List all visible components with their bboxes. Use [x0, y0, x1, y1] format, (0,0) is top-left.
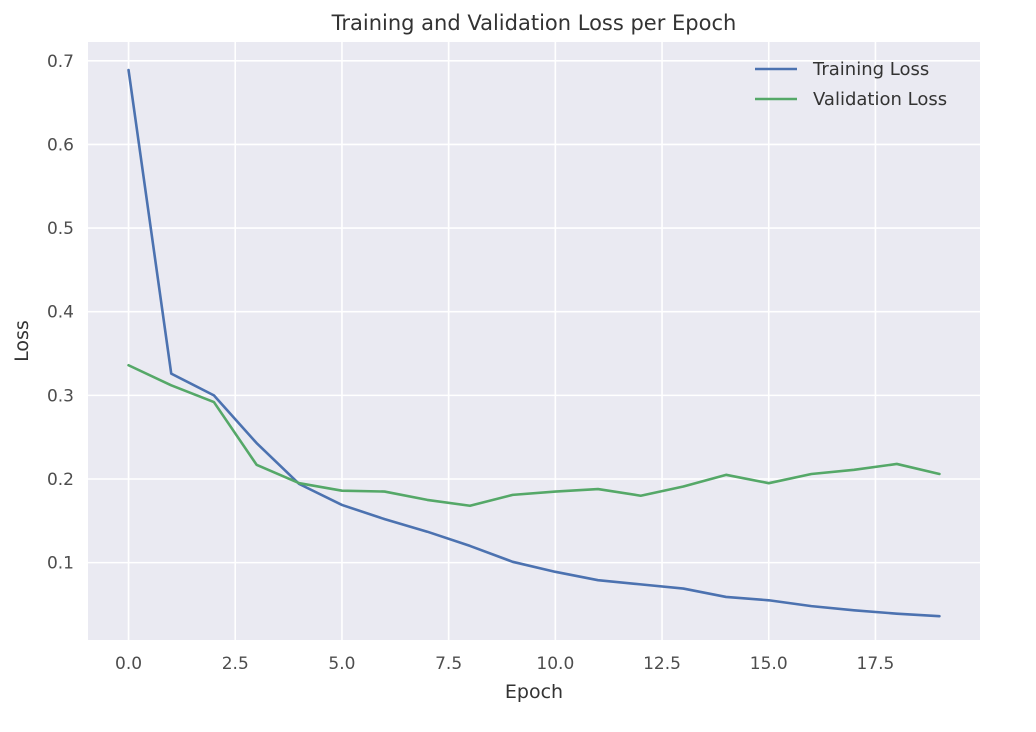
y-tick-label: 0.1: [47, 554, 74, 574]
x-tick-label: 7.5: [435, 654, 462, 674]
series-layer: [127, 68, 941, 618]
x-axis-label: Epoch: [505, 681, 563, 703]
y-tick-label: 0.4: [47, 303, 74, 323]
x-tick-label: 10.0: [536, 654, 574, 674]
y-tick-label: 0.5: [47, 219, 74, 239]
legend-label-training-loss: Training Loss: [812, 59, 929, 80]
plot-area: [88, 42, 980, 640]
legend-label-validation-loss: Validation Loss: [813, 89, 947, 110]
chart-title: Training and Validation Loss per Epoch: [331, 11, 737, 35]
y-axis-ticks: 0.1 0.2 0.3 0.4 0.5 0.6 0.7: [47, 52, 74, 574]
x-axis-ticks: 0.0 2.5 5.0 7.5 10.0 12.5 15.0 17.5: [115, 654, 894, 674]
grid-lines: [88, 42, 980, 640]
y-tick-label: 0.6: [47, 135, 74, 155]
x-tick-label: 15.0: [750, 654, 788, 674]
series-line-training-loss: [127, 68, 941, 618]
y-axis-label: Loss: [11, 320, 33, 362]
legend: Training Loss Validation Loss: [755, 59, 947, 110]
x-tick-label: 0.0: [115, 654, 142, 674]
x-tick-label: 2.5: [222, 654, 249, 674]
y-tick-label: 0.3: [47, 386, 74, 406]
x-tick-label: 17.5: [857, 654, 895, 674]
x-tick-label: 12.5: [643, 654, 681, 674]
y-tick-label: 0.7: [47, 52, 74, 72]
series-line-validation-loss: [127, 363, 941, 508]
x-tick-label: 5.0: [328, 654, 355, 674]
y-tick-label: 0.2: [47, 470, 74, 490]
